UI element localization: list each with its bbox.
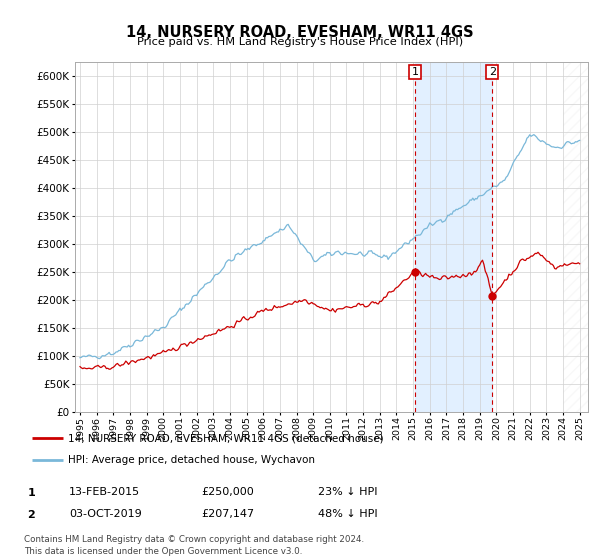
Text: 13-FEB-2015: 13-FEB-2015 xyxy=(69,487,140,497)
Text: Contains HM Land Registry data © Crown copyright and database right 2024.
This d: Contains HM Land Registry data © Crown c… xyxy=(24,535,364,556)
Text: 14, NURSERY ROAD, EVESHAM, WR11 4GS: 14, NURSERY ROAD, EVESHAM, WR11 4GS xyxy=(126,25,474,40)
Text: £250,000: £250,000 xyxy=(201,487,254,497)
Text: £207,147: £207,147 xyxy=(201,509,254,519)
Text: 14, NURSERY ROAD, EVESHAM, WR11 4GS (detached house): 14, NURSERY ROAD, EVESHAM, WR11 4GS (det… xyxy=(68,433,383,444)
Text: 2: 2 xyxy=(28,510,35,520)
Bar xyxy=(415,62,492,412)
Bar xyxy=(563,62,588,412)
Text: 1: 1 xyxy=(28,488,35,498)
Text: 2: 2 xyxy=(488,67,496,77)
Text: HPI: Average price, detached house, Wychavon: HPI: Average price, detached house, Wych… xyxy=(68,455,314,465)
Text: 1: 1 xyxy=(412,67,419,77)
Text: Price paid vs. HM Land Registry's House Price Index (HPI): Price paid vs. HM Land Registry's House … xyxy=(137,37,463,47)
Text: 03-OCT-2019: 03-OCT-2019 xyxy=(69,509,142,519)
Text: 23% ↓ HPI: 23% ↓ HPI xyxy=(318,487,377,497)
Text: 48% ↓ HPI: 48% ↓ HPI xyxy=(318,509,377,519)
